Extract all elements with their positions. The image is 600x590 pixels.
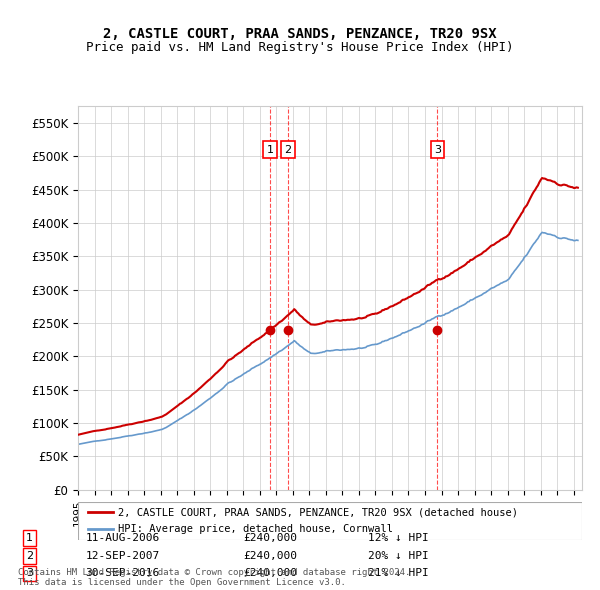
Text: Contains HM Land Registry data © Crown copyright and database right 2024.
This d: Contains HM Land Registry data © Crown c…: [18, 568, 410, 587]
Text: Price paid vs. HM Land Registry's House Price Index (HPI): Price paid vs. HM Land Registry's House …: [86, 41, 514, 54]
Text: 2, CASTLE COURT, PRAA SANDS, PENZANCE, TR20 9SX (detached house): 2, CASTLE COURT, PRAA SANDS, PENZANCE, T…: [118, 507, 518, 517]
Text: 2, CASTLE COURT, PRAA SANDS, PENZANCE, TR20 9SX: 2, CASTLE COURT, PRAA SANDS, PENZANCE, T…: [103, 27, 497, 41]
Text: HPI: Average price, detached house, Cornwall: HPI: Average price, detached house, Corn…: [118, 524, 394, 534]
Text: 12-SEP-2007: 12-SEP-2007: [86, 551, 160, 560]
Text: 3: 3: [434, 145, 441, 155]
Text: 21% ↓ HPI: 21% ↓ HPI: [368, 569, 428, 578]
Text: £240,000: £240,000: [244, 569, 298, 578]
Text: £240,000: £240,000: [244, 533, 298, 543]
Text: 2: 2: [284, 145, 292, 155]
FancyBboxPatch shape: [78, 502, 582, 540]
Text: 1: 1: [26, 533, 33, 543]
Text: 30-SEP-2016: 30-SEP-2016: [86, 569, 160, 578]
Text: 3: 3: [26, 569, 33, 578]
Text: £240,000: £240,000: [244, 551, 298, 560]
Text: 1: 1: [266, 145, 274, 155]
Text: 20% ↓ HPI: 20% ↓ HPI: [368, 551, 428, 560]
Text: 12% ↓ HPI: 12% ↓ HPI: [368, 533, 428, 543]
Text: 11-AUG-2006: 11-AUG-2006: [86, 533, 160, 543]
Text: 2: 2: [26, 551, 33, 560]
